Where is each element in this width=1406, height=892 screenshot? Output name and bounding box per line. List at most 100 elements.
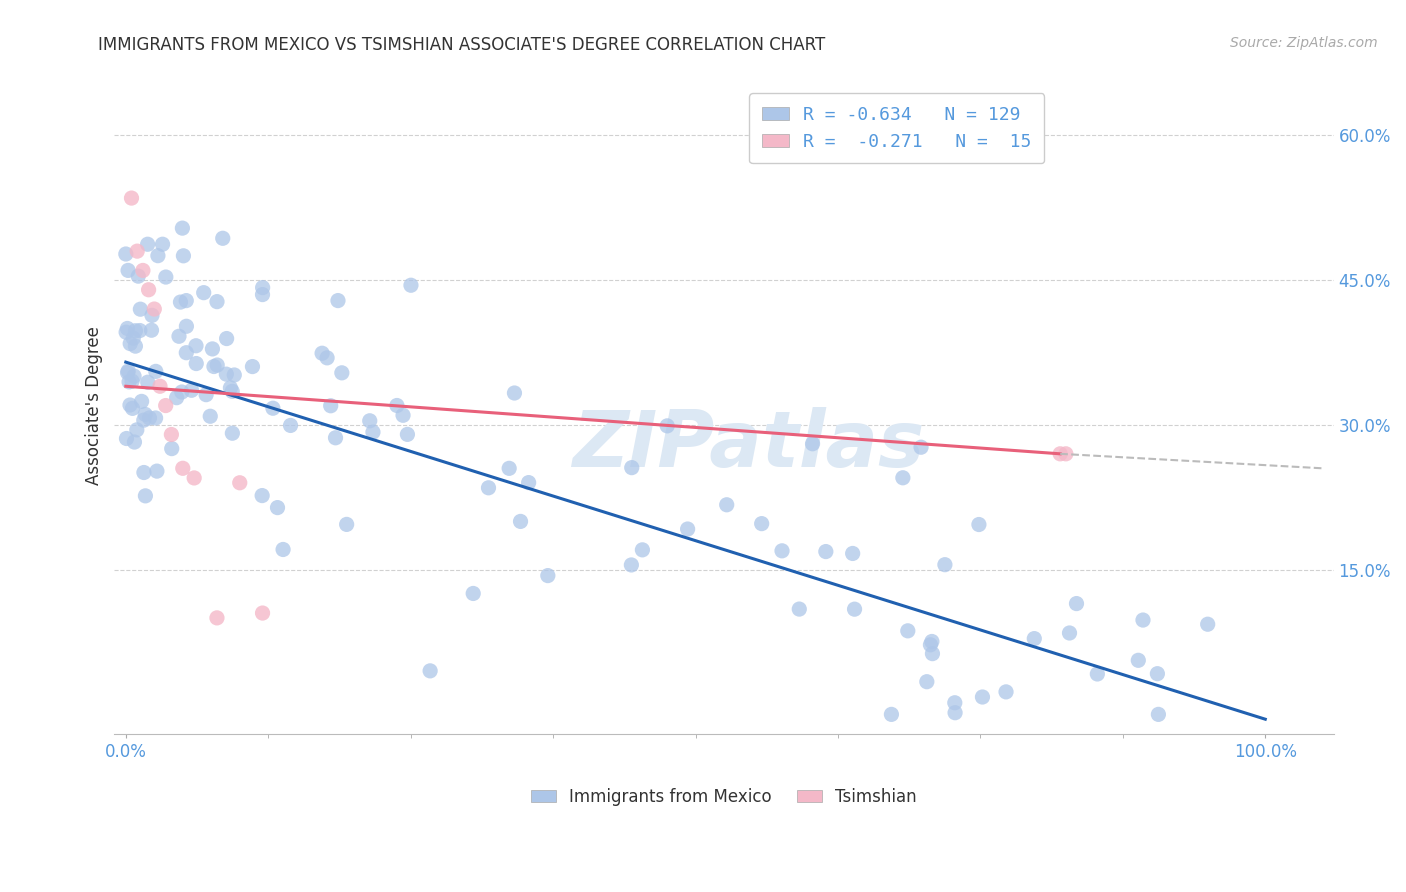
Point bbox=[330, 366, 353, 380]
Point bbox=[145, 364, 167, 378]
Point bbox=[841, 546, 863, 560]
Point bbox=[657, 418, 679, 433]
Point bbox=[897, 624, 920, 638]
Point bbox=[183, 471, 205, 485]
Point bbox=[814, 544, 837, 558]
Point bbox=[219, 381, 242, 395]
Point bbox=[221, 426, 243, 441]
Point bbox=[229, 475, 252, 490]
Point bbox=[114, 247, 136, 261]
Text: IMMIGRANTS FROM MEXICO VS TSIMSHIAN ASSOCIATE'S DEGREE CORRELATION CHART: IMMIGRANTS FROM MEXICO VS TSIMSHIAN ASSO… bbox=[98, 36, 825, 54]
Point bbox=[132, 466, 155, 480]
Point bbox=[201, 342, 224, 356]
Point bbox=[844, 602, 866, 616]
Point bbox=[751, 516, 773, 531]
Point bbox=[128, 324, 150, 338]
Point bbox=[280, 418, 302, 433]
Point bbox=[146, 249, 169, 263]
Point bbox=[193, 285, 215, 300]
Point bbox=[149, 379, 172, 393]
Point bbox=[172, 249, 194, 263]
Point bbox=[787, 602, 810, 616]
Point bbox=[186, 357, 208, 371]
Point bbox=[252, 287, 274, 301]
Point bbox=[477, 481, 499, 495]
Point bbox=[174, 293, 197, 308]
Point bbox=[125, 423, 148, 437]
Point bbox=[252, 606, 274, 620]
Point bbox=[127, 269, 149, 284]
Point bbox=[131, 394, 153, 409]
Point bbox=[211, 231, 233, 245]
Point bbox=[891, 471, 914, 485]
Point bbox=[1146, 666, 1168, 681]
Point bbox=[1054, 447, 1077, 461]
Point bbox=[921, 647, 943, 661]
Point bbox=[620, 460, 643, 475]
Point bbox=[215, 332, 238, 346]
Point bbox=[517, 475, 540, 490]
Legend: Immigrants from Mexico, Tsimshian: Immigrants from Mexico, Tsimshian bbox=[524, 781, 924, 813]
Point bbox=[145, 411, 167, 425]
Point bbox=[716, 498, 738, 512]
Point bbox=[120, 336, 142, 351]
Point bbox=[1024, 632, 1046, 646]
Point bbox=[136, 375, 159, 389]
Point bbox=[202, 359, 225, 374]
Point bbox=[132, 413, 155, 427]
Point bbox=[132, 263, 155, 277]
Point bbox=[631, 542, 654, 557]
Point bbox=[1049, 447, 1071, 461]
Point bbox=[152, 237, 174, 252]
Point bbox=[537, 568, 560, 582]
Point bbox=[250, 489, 273, 503]
Point bbox=[155, 270, 177, 285]
Point bbox=[311, 346, 333, 360]
Point bbox=[910, 440, 932, 454]
Point bbox=[1132, 613, 1154, 627]
Point bbox=[167, 329, 190, 343]
Point bbox=[121, 374, 143, 388]
Point bbox=[503, 386, 526, 401]
Point bbox=[921, 634, 943, 648]
Point bbox=[1147, 707, 1170, 722]
Point bbox=[221, 384, 243, 399]
Point bbox=[166, 391, 188, 405]
Point bbox=[141, 309, 163, 323]
Point bbox=[934, 558, 956, 572]
Point bbox=[215, 367, 238, 381]
Point bbox=[316, 351, 339, 365]
Point bbox=[195, 387, 218, 401]
Point bbox=[620, 558, 643, 572]
Point bbox=[205, 611, 228, 625]
Point bbox=[943, 706, 966, 720]
Point bbox=[122, 369, 145, 384]
Point bbox=[1085, 667, 1108, 681]
Point bbox=[155, 399, 177, 413]
Point bbox=[1059, 626, 1081, 640]
Point bbox=[127, 244, 149, 259]
Point bbox=[143, 301, 166, 316]
Point bbox=[967, 517, 990, 532]
Point bbox=[242, 359, 264, 374]
Point bbox=[138, 283, 160, 297]
Point bbox=[160, 427, 183, 442]
Point bbox=[172, 221, 194, 235]
Point bbox=[172, 461, 194, 475]
Point bbox=[463, 586, 485, 600]
Point bbox=[1128, 653, 1150, 667]
Point bbox=[205, 294, 228, 309]
Point bbox=[385, 399, 408, 413]
Point bbox=[336, 517, 359, 532]
Point bbox=[117, 366, 139, 380]
Point bbox=[169, 295, 191, 310]
Point bbox=[880, 707, 903, 722]
Point bbox=[184, 339, 207, 353]
Point bbox=[359, 414, 381, 428]
Point bbox=[509, 515, 531, 529]
Point bbox=[134, 408, 156, 422]
Point bbox=[160, 442, 183, 456]
Point bbox=[224, 368, 246, 382]
Point bbox=[122, 331, 145, 345]
Point bbox=[361, 425, 384, 439]
